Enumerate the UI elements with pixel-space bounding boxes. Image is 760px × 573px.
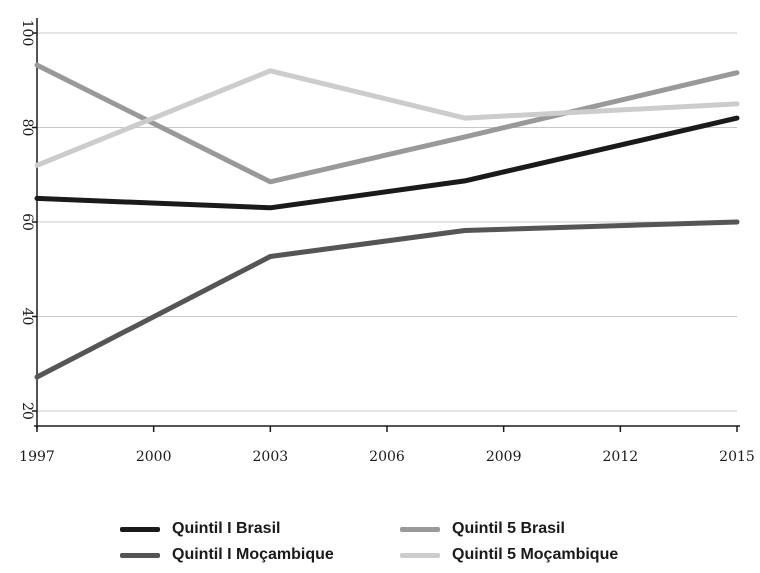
legend-label: Quintil I Brasil [172, 520, 281, 537]
legend-swatch [400, 526, 440, 532]
legend-label: Quintil 5 Brasil [452, 520, 565, 537]
y-tick-label: 80 [19, 119, 35, 137]
axes [32, 18, 740, 432]
x-tick-label: 2000 [136, 449, 172, 465]
legend-item-quintil-5-brasil: Quintil 5 Brasil [400, 520, 565, 538]
series-line-quintil-i-brasil [34, 115, 740, 211]
x-tick-label: 2015 [719, 449, 755, 465]
x-tick-label: 2009 [486, 449, 522, 465]
series-line-quintil-5-mo-ambique [34, 68, 740, 168]
legend-swatch [120, 526, 160, 532]
y-tick-label: 60 [19, 213, 35, 231]
x-tick-label: 2012 [603, 449, 639, 465]
legend-swatch [400, 552, 440, 558]
series-line-quintil-5-brasil [34, 62, 740, 185]
tick-labels: 20 40 60 80 100 1997 2000 2003 2006 2009 2012 2015 [19, 20, 755, 465]
legend-label: Quintil I Moçambique [172, 546, 334, 563]
y-tick-label: 100 [19, 20, 35, 47]
series-line-quintil-i-mo-ambique [34, 219, 740, 380]
x-tick-label: 1997 [19, 449, 55, 465]
x-tick-label: 2006 [369, 449, 405, 465]
grid-lines [37, 32, 737, 412]
legend-item-quintil-i-brasil: Quintil I Brasil [120, 520, 280, 538]
line-chart: 20 40 60 80 100 1997 2000 2003 2006 2009 2012 2015 [19, 18, 755, 465]
y-tick-label: 20 [19, 402, 35, 420]
y-tick-label: 40 [19, 308, 35, 326]
series-lines [34, 62, 740, 380]
legend-item-quintil-i-mocambique: Quintil I Moçambique [120, 546, 334, 564]
x-tick-label: 2003 [253, 449, 289, 465]
legend-swatch [120, 552, 160, 558]
legend-label: Quintil 5 Moçambique [452, 546, 619, 563]
legend-item-quintil-5-mocambique: Quintil 5 Moçambique [400, 546, 618, 564]
